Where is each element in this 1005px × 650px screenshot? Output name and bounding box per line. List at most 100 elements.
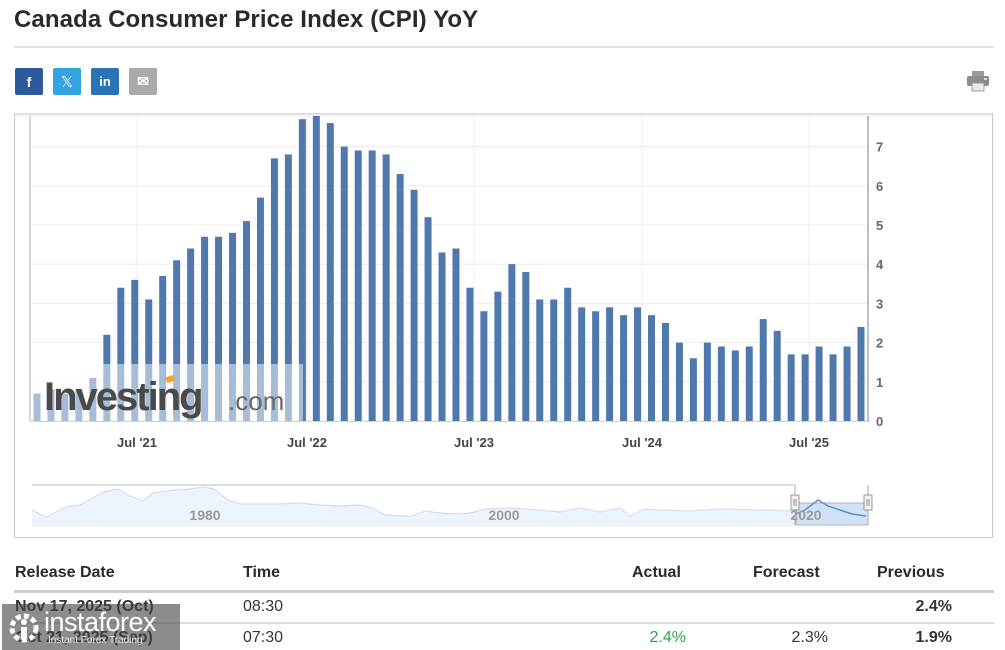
- bar[interactable]: [550, 299, 558, 421]
- col-forecast: Forecast: [753, 564, 820, 581]
- bar[interactable]: [564, 287, 572, 421]
- bar[interactable]: [312, 116, 320, 421]
- bar[interactable]: [689, 358, 697, 421]
- bar[interactable]: [298, 119, 306, 421]
- bar[interactable]: [648, 315, 656, 421]
- bar[interactable]: [424, 217, 432, 421]
- bar[interactable]: [606, 307, 614, 421]
- bar[interactable]: [731, 350, 739, 421]
- bar[interactable]: [131, 279, 139, 421]
- investing-watermark: Investing: [44, 375, 202, 419]
- navigator-right-handle[interactable]: [863, 494, 873, 511]
- row2-forecast: 2.3%: [791, 629, 828, 646]
- bar[interactable]: [410, 189, 418, 421]
- navigator-selected-line: [795, 499, 867, 517]
- navigator-left-handle[interactable]: [790, 494, 800, 511]
- email-icon: ✉: [137, 73, 149, 89]
- x-share-button[interactable]: 𝕏: [53, 68, 81, 95]
- bar[interactable]: [829, 354, 837, 421]
- bar[interactable]: [480, 311, 488, 421]
- facebook-icon: f: [26, 73, 32, 90]
- bar[interactable]: [592, 311, 600, 421]
- page-title: Canada Consumer Price Index (CPI) YoY: [14, 6, 479, 33]
- x-tick-label: Jul '21: [117, 435, 157, 450]
- bar[interactable]: [326, 123, 334, 421]
- navigator-area: [32, 487, 795, 525]
- y-tick-label: 6: [876, 179, 883, 194]
- row1-time: 08:30: [243, 598, 284, 615]
- bar[interactable]: [661, 323, 669, 421]
- investing-watermark-suffix: .com: [228, 386, 284, 416]
- bar[interactable]: [284, 154, 292, 421]
- x-twitter-icon: 𝕏: [60, 73, 74, 91]
- instaforex-tagline: Instant Forex Trading: [48, 635, 143, 646]
- bar[interactable]: [340, 146, 348, 421]
- y-tick-label: 4: [876, 257, 884, 272]
- col-time: Time: [243, 564, 281, 581]
- bar[interactable]: [117, 287, 125, 421]
- bar[interactable]: [773, 330, 781, 421]
- bar[interactable]: [382, 154, 390, 421]
- navigator-year-label: 1980: [189, 507, 220, 523]
- bar[interactable]: [717, 346, 725, 421]
- row-divider: [14, 622, 994, 624]
- chart-top-edge: [14, 113, 993, 117]
- navigator-year-label: 2000: [488, 507, 519, 523]
- instaforex-watermark: instaforex Instant Forex Trading: [2, 604, 180, 650]
- bar[interactable]: [173, 260, 181, 421]
- bar[interactable]: [354, 150, 362, 421]
- bar[interactable]: [675, 342, 683, 421]
- bar[interactable]: [229, 232, 237, 421]
- x-tick-label: Jul '22: [287, 435, 327, 450]
- row2-time: 07:30: [243, 629, 284, 646]
- bar[interactable]: [703, 342, 711, 421]
- watermark-backdrop: [32, 364, 303, 421]
- facebook-share-button[interactable]: f: [15, 68, 43, 95]
- cpi-bar-chart: 0 1 2 3 4 5 6 7 Jul '21 Jul '22 Jul '23 Jul '24 Jul …: [29, 116, 884, 526]
- linkedin-icon: in: [99, 74, 111, 89]
- email-share-button[interactable]: ✉: [129, 68, 157, 95]
- bar[interactable]: [201, 236, 209, 421]
- navigator-year-label: 2020: [790, 507, 821, 523]
- bar[interactable]: [396, 174, 404, 421]
- bar[interactable]: [452, 248, 460, 421]
- bar[interactable]: [634, 307, 642, 421]
- bar[interactable]: [256, 197, 264, 421]
- bar[interactable]: [815, 346, 823, 421]
- bar[interactable]: [857, 326, 865, 421]
- bar[interactable]: [745, 346, 753, 421]
- bar[interactable]: [466, 287, 474, 421]
- bar[interactable]: [801, 354, 809, 421]
- print-button[interactable]: [966, 70, 990, 92]
- col-release-date: Release Date: [15, 564, 115, 581]
- linkedin-share-button[interactable]: in: [91, 68, 119, 95]
- bar[interactable]: [787, 354, 795, 421]
- bar[interactable]: [215, 236, 223, 421]
- bar[interactable]: [438, 252, 446, 421]
- y-tick-label: 3: [876, 296, 883, 311]
- instaforex-logo-icon: [9, 613, 39, 643]
- bar[interactable]: [578, 307, 586, 421]
- bar[interactable]: [494, 291, 502, 421]
- y-tick-label: 2: [876, 336, 883, 351]
- bar[interactable]: [187, 248, 195, 421]
- title-divider: [14, 46, 994, 48]
- bar[interactable]: [759, 319, 767, 421]
- bar[interactable]: [536, 299, 544, 421]
- row2-previous: 1.9%: [915, 629, 952, 646]
- bar[interactable]: [843, 346, 851, 421]
- bar[interactable]: [270, 158, 278, 422]
- y-tick-label: 7: [876, 140, 883, 155]
- bar[interactable]: [508, 264, 516, 421]
- y-tick-label: 0: [876, 414, 883, 429]
- watermark-accent: [165, 374, 175, 384]
- x-tick-label: Jul '23: [454, 435, 494, 450]
- bar[interactable]: [522, 272, 530, 421]
- bar[interactable]: [242, 221, 250, 421]
- bar[interactable]: [159, 275, 167, 421]
- chart-container: [14, 113, 993, 538]
- bar[interactable]: [620, 315, 628, 421]
- bar[interactable]: [368, 150, 376, 421]
- bar[interactable]: [145, 299, 153, 421]
- y-tick-label: 1: [876, 375, 883, 390]
